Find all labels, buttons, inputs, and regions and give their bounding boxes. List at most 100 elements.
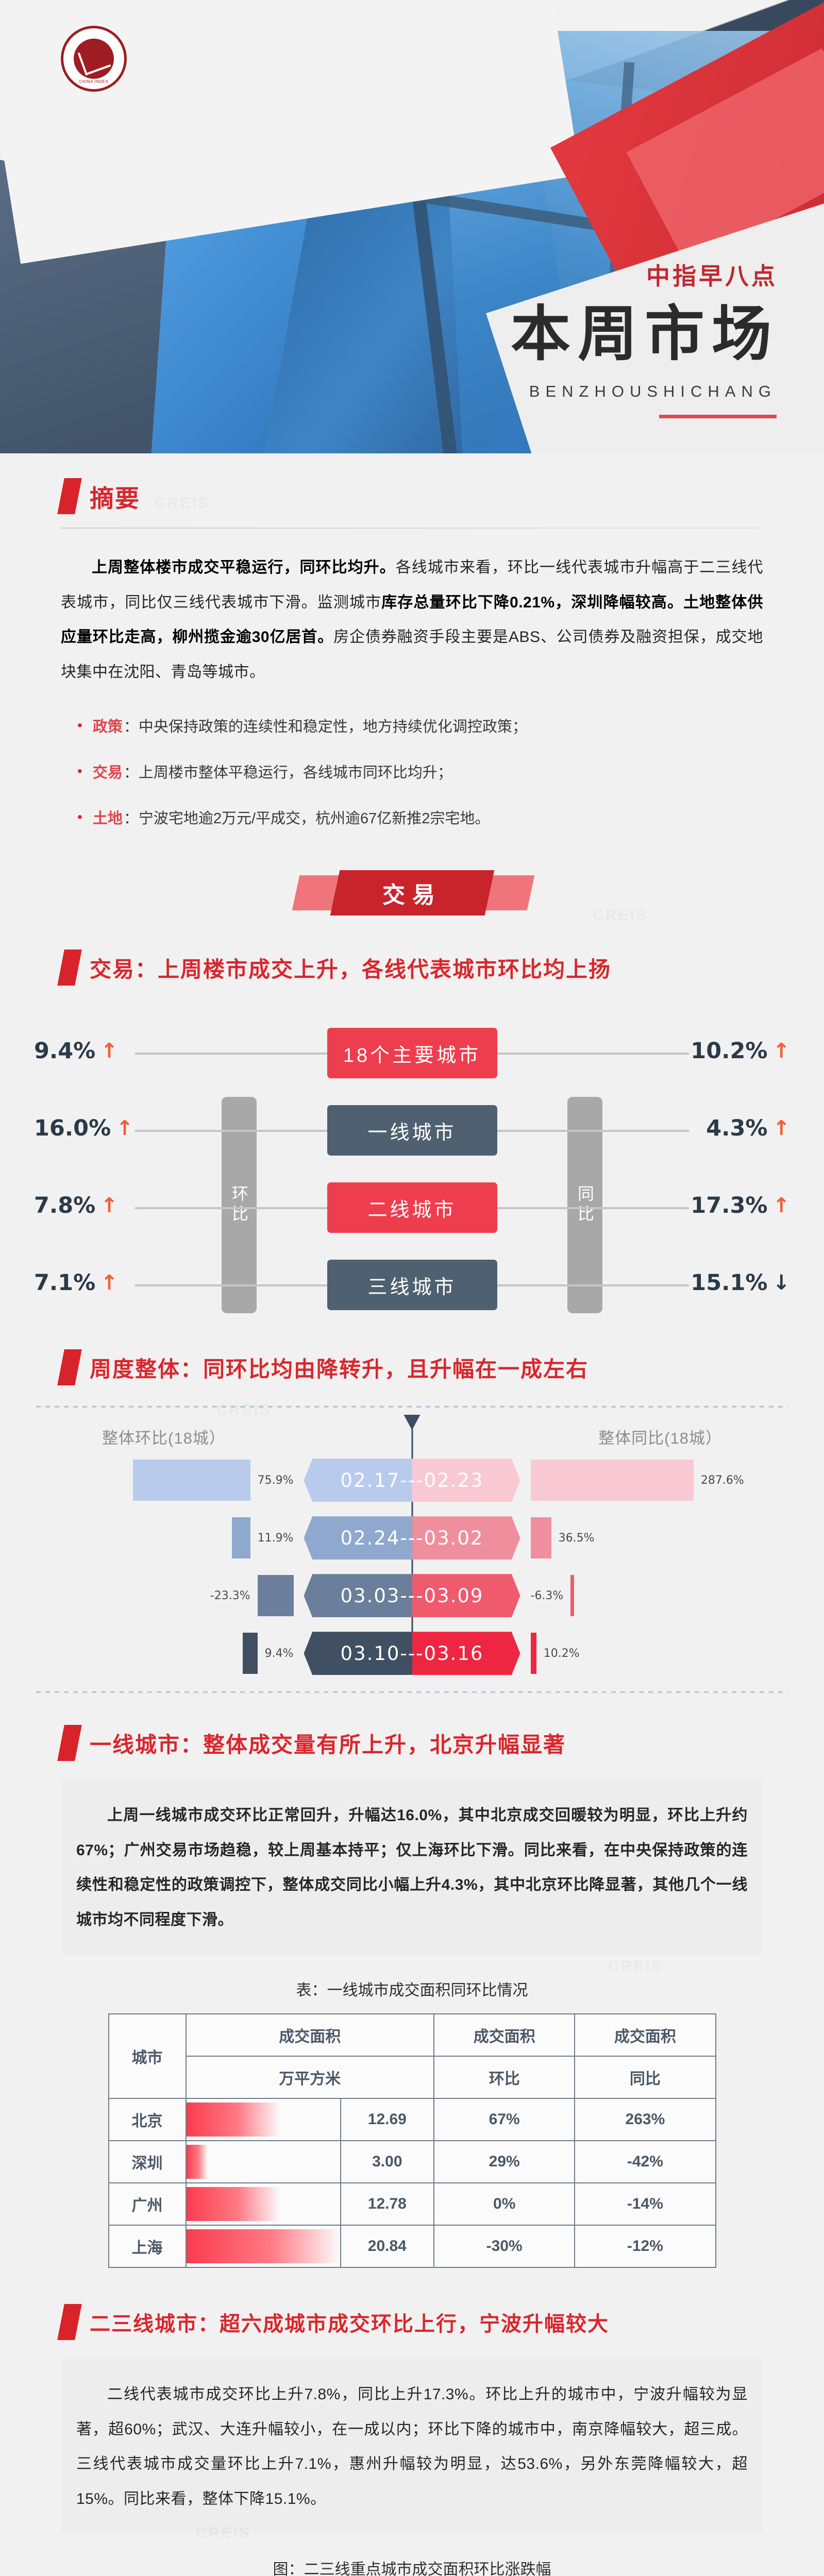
axis-tab-huanbi: 环比 (222, 1097, 257, 1314)
weekly-right-bar (530, 1517, 551, 1559)
weekly-right-head: 整体同比(18城） (598, 1429, 722, 1448)
cell-bar (185, 2140, 341, 2184)
bullet-text: 中央保持政策的连续性和稳定性，地方持续优化调控政策； (138, 719, 527, 735)
weekly-compare-chart: 整体环比(18城） 整体同比(18城） 75.9% 02.17---02.23 28… (0, 1406, 824, 1693)
axis-cap-top-icon (403, 1415, 421, 1431)
th-tb: 成交面积 (574, 2013, 716, 2057)
arrow-up-icon: ↑ (772, 1194, 790, 1218)
cell-bar (185, 2098, 341, 2142)
value: 16.0% (34, 1115, 111, 1142)
bullet-dot-icon: • (77, 809, 82, 825)
summary-tag: 摘要 (57, 478, 824, 514)
table-header-row: 城市 成交面积 成交面积 成交面积 (108, 2013, 716, 2099)
tier1-heading: 一线城市：整体成交量有所上升，北京升幅显著 (57, 1725, 824, 1761)
list-item: • 政策：中央保持政策的连续性和稳定性，地方持续优化调控政策； (77, 713, 763, 741)
tier23-section: 二三线城市：超六成城市成交环比上行，宁波升幅较大 二线代表城市成交环比上升7.8… (0, 2304, 824, 2576)
summary-text-1: 各线城市来看，环比一线代表城市升幅高于二三线代表城市，同比仅三线代表城市下滑。监… (61, 559, 764, 611)
cell-bar (185, 2182, 341, 2226)
table-row: 深圳 3.00 29% -42% (108, 2140, 716, 2184)
trade-row-label: 三线城市 (367, 1276, 457, 1298)
weekly-left-value: 11.9% (257, 1531, 294, 1545)
trade-row-tongbi: 4.3% ↑ (706, 1115, 790, 1141)
th-hb: 成交面积 (433, 2013, 576, 2057)
value: 7.1% (34, 1270, 96, 1296)
axis-tab-tongbi-label: 同比 (576, 1185, 594, 1226)
trade-row-tongbi: 10.2% ↑ (691, 1038, 790, 1064)
value: 17.3% (691, 1193, 768, 1219)
weekly-right-bar (570, 1575, 575, 1617)
page-title: 本周市场 (511, 299, 779, 369)
cell-city: 深圳 (108, 2140, 187, 2184)
arrow-up-icon: ↑ (772, 1039, 790, 1063)
bullet-key: 政策 (92, 719, 123, 735)
weekly-left-value: 9.4% (264, 1647, 294, 1660)
weekly-date-label: 02.24---03.02 (340, 1527, 484, 1549)
trade-row-huanbi: 7.1% ↑ (34, 1270, 118, 1296)
tier1-table-caption: 表：一线城市成交面积同环比情况 (296, 1982, 528, 1999)
table-subheader-row: 万平方米 环比 同比 (109, 2056, 716, 2099)
weekly-axis-headers: 整体环比(18城） 整体同比(18城） (36, 1408, 788, 1451)
arrow-down-icon: ↓ (772, 1271, 790, 1295)
chart-bottom-rule (36, 1691, 788, 1693)
tag-bar-icon (57, 950, 82, 986)
hero-subtitle: 中指早八点 (646, 263, 778, 290)
list-item: • 土地：宁波宅地逾2万元/平成交，杭州逾67亿新推2宗宅地。 (77, 805, 763, 833)
value: 15.1% (691, 1270, 768, 1296)
cell-hb: 0% (433, 2182, 576, 2226)
table-row: 上海 20.84 -30% -12% (108, 2225, 716, 2268)
th-hb-sub: 环比 (433, 2056, 576, 2099)
trade-row-label: 一线城市 (367, 1122, 457, 1144)
value: 10.2% (691, 1038, 768, 1064)
bullet-key: 交易 (92, 765, 123, 782)
axis-tab-tongbi: 同比 (567, 1097, 602, 1314)
cell-city: 广州 (108, 2182, 187, 2226)
weekly-right-value: -6.3% (530, 1589, 564, 1602)
table-row: 广州 12.78 0% -14% (108, 2182, 716, 2226)
summary-bold-2: 库存总量环比下降0.21%，深圳降幅较高。 (381, 594, 684, 611)
weekly-date-label: 02.17---02.23 (340, 1469, 484, 1492)
hero-underline (659, 415, 777, 418)
list-item: • 交易：上周楼市整体平稳运行，各线城市同环比均升； (77, 759, 763, 787)
bullet-text: 宁波宅地逾2万元/平成交，杭州逾67亿新推2宗宅地。 (138, 810, 490, 827)
trade-row-chip: 一线城市 (327, 1105, 497, 1156)
weekly-right-bar (530, 1633, 536, 1674)
summary-tag-label: 摘要 (90, 484, 140, 512)
th-city: 城市 (108, 2013, 187, 2099)
weekly-date-chip: 03.10---03.16 (304, 1632, 520, 1675)
weekly-date-chip: 02.24---03.02 (304, 1516, 520, 1560)
summary-bold-1: 上周整体楼市成交平稳运行，同环比均升。 (92, 559, 396, 576)
tag-bar-icon (57, 478, 82, 514)
summary-bold-3: 土地整体供应量环比走高，柳州揽金逾30亿居首。 (61, 594, 764, 646)
weekly-right-value: 10.2% (543, 1647, 580, 1660)
banner-center: 交易 (330, 870, 494, 916)
hero-pinyin: BENZHOUSHICHANG (529, 382, 777, 400)
trade-row-huanbi: 9.4% ↑ (34, 1038, 118, 1064)
trade-row: 9.4% ↑ 18个主要城市 10.2% ↑ (0, 1014, 824, 1092)
weekly-right-bar (530, 1460, 694, 1501)
trade-comparison-diagram: 环比 同比 9.4% ↑ 18个主要城市 10.2% ↑ 16.0% ↑ (0, 1014, 824, 1344)
arrow-up-icon: ↑ (100, 1039, 118, 1063)
bullet-text: 上周楼市整体平稳运行，各线城市同环比均升； (138, 765, 452, 782)
summary-text-2: 房企债券融资手段主要是ABS、公司债券及融资担保，成交地块集中在沈阳、青岛等城市… (61, 629, 763, 681)
weekly-row: -23.3% 03.03---03.09 -6.3% (36, 1567, 788, 1624)
weekly-row: 9.4% 03.10---03.16 10.2% (36, 1624, 788, 1682)
trade-row-chip: 18个主要城市 (327, 1028, 497, 1079)
value: 4.3% (706, 1115, 768, 1142)
tier1-section: 一线城市：整体成交量有所上升，北京升幅显著 上周一线城市成交环比正常回升，升幅达… (0, 1725, 824, 2268)
bullet-dot-icon: • (77, 763, 82, 779)
hero-banner: CHINA INDEX 中指早八点 本周市场 BENZHOUSHICHANG (0, 0, 824, 453)
cell-bar (185, 2225, 341, 2268)
value: 9.4% (34, 1038, 96, 1064)
cell-tb: -42% (574, 2140, 716, 2184)
cell-tb: -14% (574, 2182, 716, 2226)
weekly-right-value: 287.6% (700, 1473, 744, 1487)
trade-row-huanbi: 16.0% ↑ (34, 1115, 133, 1141)
trade-heading-label: 交易：上周楼市成交上升，各线代表城市环比均上扬 (90, 957, 612, 981)
summary-bullet-list: • 政策：中央保持政策的连续性和稳定性，地方持续优化调控政策； • 交易：上周楼… (77, 713, 763, 833)
cell-hb: 29% (433, 2140, 576, 2184)
tier1-table: 城市 成交面积 成交面积 成交面积 万平方米 环比 同比 北京 12.69 67% 2… (108, 2013, 716, 2268)
chart-top-rule (36, 1406, 788, 1408)
th-tb-sub: 同比 (574, 2056, 716, 2099)
trade-row-label: 二线城市 (367, 1199, 457, 1221)
